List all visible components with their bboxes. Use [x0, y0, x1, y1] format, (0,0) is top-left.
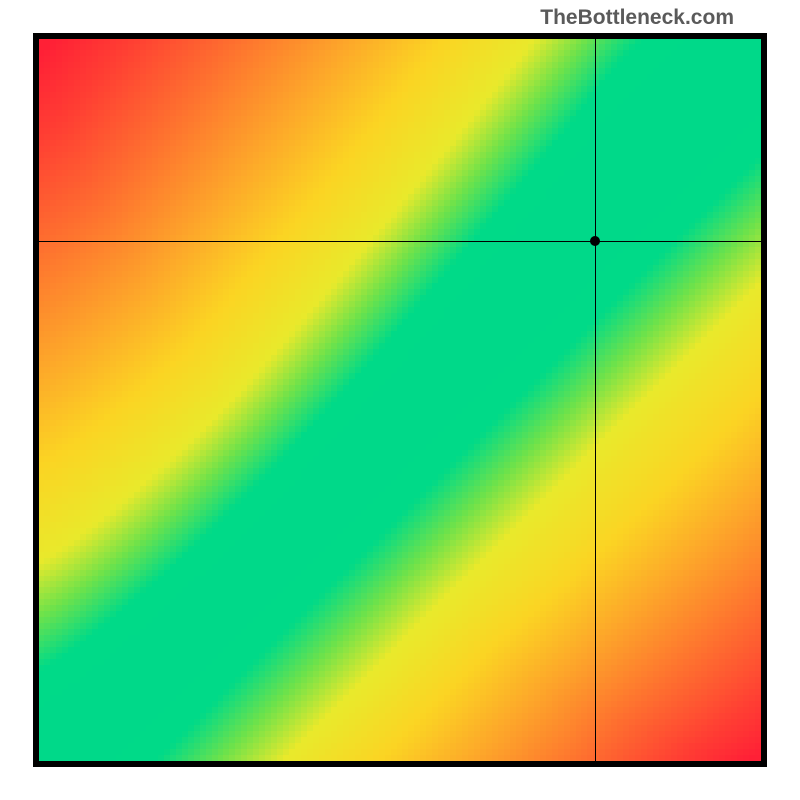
crosshair-vertical — [595, 33, 596, 767]
heatmap-canvas — [39, 39, 761, 761]
chart-container: TheBottleneck.com — [0, 0, 800, 800]
selection-dot — [590, 236, 600, 246]
heatmap-plot-frame — [33, 33, 767, 767]
watermark-text: TheBottleneck.com — [540, 6, 734, 30]
crosshair-horizontal — [33, 241, 767, 242]
